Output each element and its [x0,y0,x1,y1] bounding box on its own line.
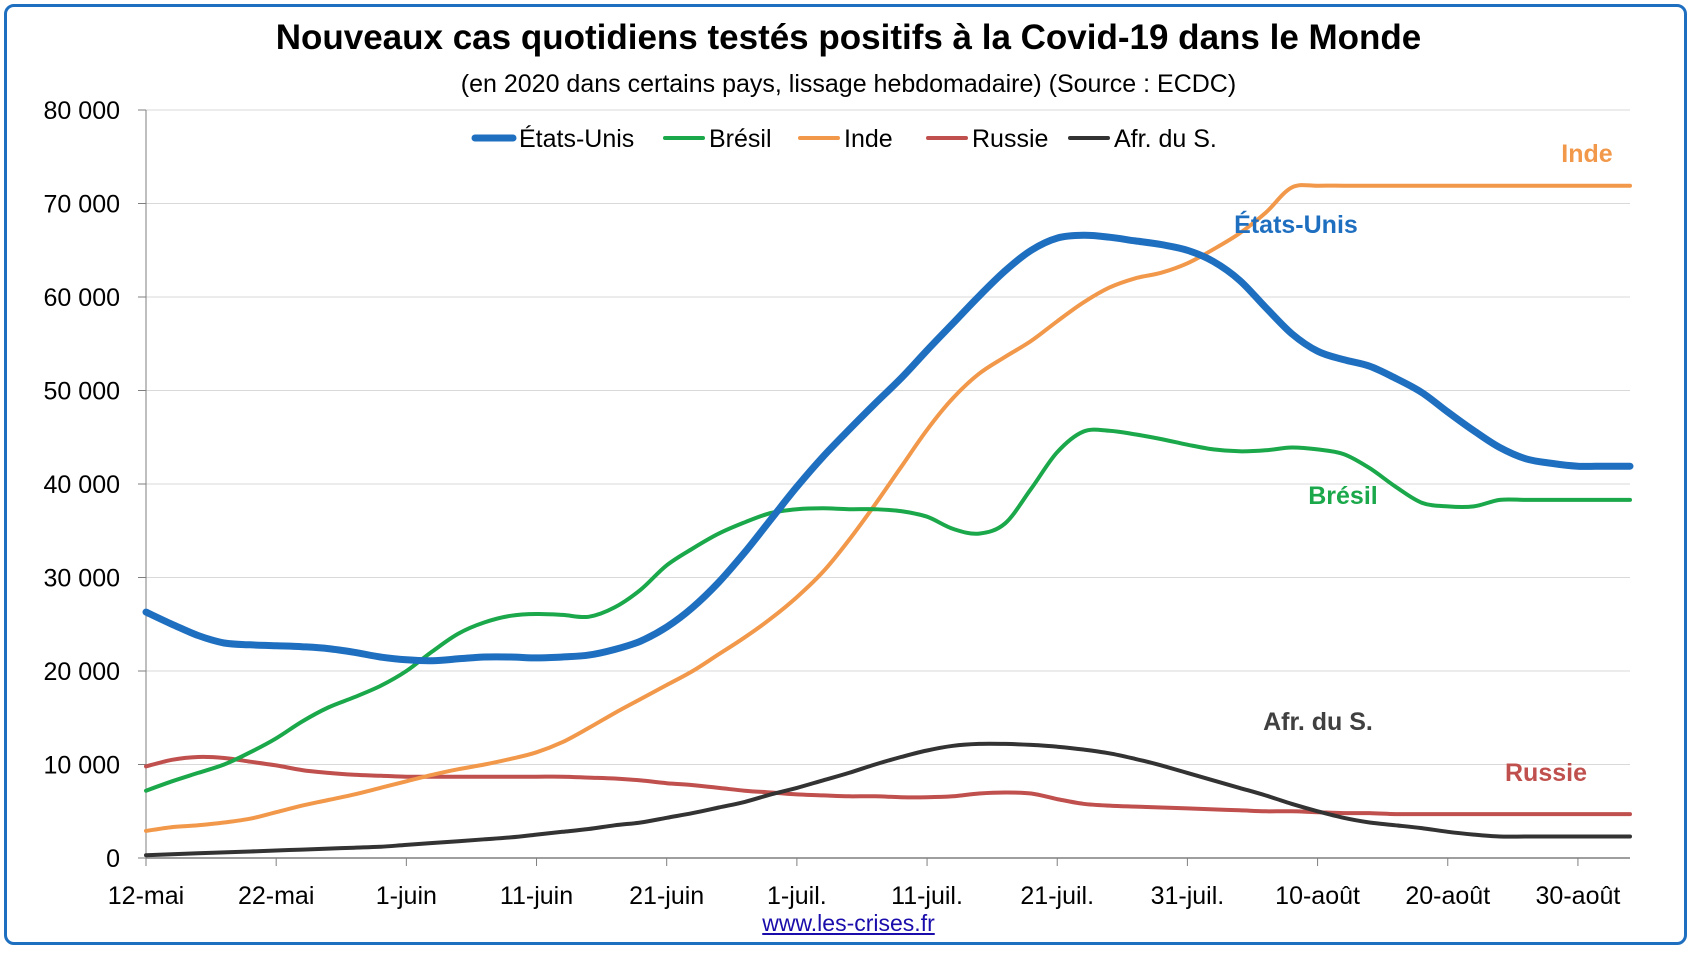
x-tick-label: 11-juil. [891,882,963,910]
series-line-afr-du-s [144,741,1632,858]
series-line-inde [144,183,1632,833]
x-tick-label: 10-août [1275,882,1360,910]
series-line-russie [144,754,1632,817]
x-tick-label: 21-juil. [1020,882,1094,910]
series-label: Inde [1561,140,1612,168]
series-line-br-sil [144,427,1632,793]
x-tick-label: 20-août [1405,882,1490,910]
grid-lines [146,109,1630,765]
legend-entry: États-Unis [519,124,634,153]
x-tick-label: 31-juil. [1151,882,1225,910]
x-tick-label: 11-juin [500,882,573,910]
legend-entry: Afr. du S. [1114,125,1217,153]
y-tick-label: 50 000 [44,378,120,406]
series-line--tats-unis [142,231,1634,665]
x-axis-ticks: 12-mai 22-mai 1-juin 11-juin 21-juin 1-juil. 1… [108,858,1621,910]
legend-entry: Russie [972,125,1048,153]
series-label: Afr. du S. [1263,708,1373,736]
x-tick-label: 30-août [1536,882,1621,910]
series-label: États-Unis [1234,210,1358,239]
series-label: Russie [1505,759,1587,787]
y-tick-label: 10 000 [44,752,120,780]
y-tick-label: 40 000 [44,471,120,499]
x-tick-label: 1-juil. [767,882,827,910]
y-tick-label: 80 000 [44,97,120,125]
source-link[interactable]: www.les-crises.fr [762,910,935,936]
y-tick-label: 30 000 [44,565,120,593]
series-lines [142,183,1634,858]
chart-frame [4,4,1687,945]
x-tick-label: 21-juin [629,882,704,910]
legend-entry: Brésil [709,125,772,153]
chart-subtitle: (en 2020 dans certains pays, lissage heb… [460,70,1237,98]
y-tick-label: 0 [106,845,120,873]
y-tick-label: 70 000 [44,191,120,219]
y-tick-label: 60 000 [44,284,120,312]
chart-title: Nouveaux cas quotidiens testés positifs … [275,18,1422,57]
series-labels: États-Unis Brésil Inde Russie Afr. du S. [1234,140,1613,787]
series-label: Brésil [1308,482,1377,510]
x-tick-label: 22-mai [238,882,314,910]
legend-entry: Inde [844,125,893,153]
x-tick-label: 1-juin [376,882,437,910]
x-tick-label: 12-mai [108,882,184,910]
y-tick-label: 20 000 [44,658,120,686]
y-axis-ticks: 0 10 000 20 000 30 000 40 000 50 000 60 000 70 … [44,97,146,873]
legend: États-Unis Brésil Inde Russie Afr. du S. [471,124,1217,153]
